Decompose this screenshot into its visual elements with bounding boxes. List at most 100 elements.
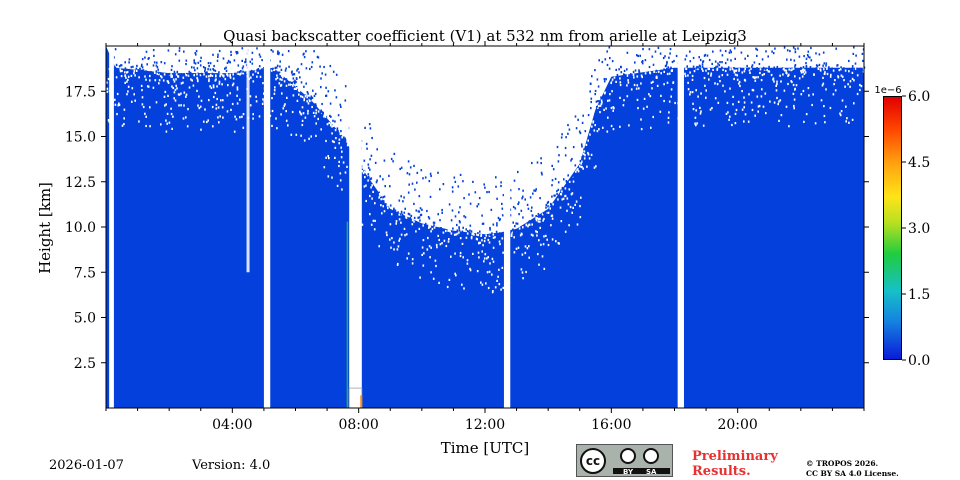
speckle-dot (393, 241, 395, 244)
speckle-dot (313, 50, 315, 53)
speckle-dot (589, 90, 591, 93)
speckle-dot (537, 212, 540, 216)
speckle-dot (513, 251, 516, 254)
speckle-dot (722, 68, 724, 71)
speckle-dot (543, 235, 545, 238)
speckle-dot (125, 76, 127, 79)
speckle-dot (582, 167, 584, 170)
speckle-dot (242, 113, 245, 116)
speckle-dot (492, 233, 495, 236)
speckle-dot (335, 73, 338, 76)
speckle-dot (724, 90, 726, 93)
speckle-dot (733, 69, 735, 72)
speckle-dot (794, 48, 797, 51)
speckle-dot (625, 74, 627, 77)
speckle-dot (438, 281, 440, 284)
speckle-dot (232, 77, 235, 80)
speckle-dot (740, 51, 743, 54)
speckle-dot (367, 173, 370, 176)
speckle-dot (456, 229, 459, 232)
speckle-dot (528, 256, 530, 259)
speckle-dot (542, 212, 545, 215)
speckle-dot (738, 69, 740, 72)
speckle-dot (338, 142, 340, 145)
speckle-dot (367, 166, 370, 169)
speckle-dot (477, 251, 480, 254)
speckle-dot (795, 84, 798, 87)
speckle-dot (536, 217, 539, 220)
speckle-dot (640, 74, 643, 77)
speckle-dot (559, 193, 562, 196)
speckle-dot (650, 81, 653, 84)
speckle-dot (735, 108, 738, 112)
speckle-dot (141, 58, 144, 61)
speckle-dot (729, 49, 732, 52)
speckle-dot (609, 57, 611, 60)
speckle-dot (696, 65, 698, 69)
speckle-dot (707, 72, 710, 75)
speckle-dot (155, 64, 158, 67)
speckle-dot (196, 89, 198, 92)
speckle-dot (656, 76, 658, 79)
speckle-dot (805, 62, 807, 65)
speckle-dot (212, 125, 214, 128)
speckle-dot (249, 104, 252, 107)
speckle-dot (610, 124, 613, 128)
speckle-dot (132, 65, 134, 68)
speckle-dot (498, 219, 501, 222)
speckle-dot (489, 262, 491, 265)
speckle-dot (299, 76, 301, 79)
speckle-dot (762, 66, 765, 69)
speckle-dot (204, 71, 207, 74)
speckle-dot (240, 72, 242, 75)
speckle-dot (296, 69, 298, 72)
speckle-dot (422, 239, 425, 242)
speckle-dot (259, 55, 262, 58)
speckle-dot (539, 220, 541, 223)
speckle-dot (114, 98, 116, 101)
speckle-dot (397, 211, 399, 214)
speckle-dot (641, 62, 644, 65)
speckle-dot (198, 95, 200, 98)
speckle-dot (369, 213, 371, 216)
speckle-dot (583, 150, 586, 153)
speckle-dot (134, 99, 136, 102)
speckle-dot (387, 206, 389, 210)
speckle-dot (118, 102, 120, 105)
speckle-dot (121, 69, 123, 73)
speckle-dot (750, 67, 752, 70)
speckle-dot (744, 113, 747, 116)
speckle-dot (808, 67, 811, 70)
speckle-dot (180, 92, 182, 95)
speckle-dot (838, 69, 841, 72)
speckle-dot (295, 87, 298, 90)
speckle-dot (564, 187, 567, 190)
speckle-dot (157, 68, 159, 71)
speckle-dot (496, 222, 498, 225)
speckle-dot (630, 73, 632, 76)
ground-gap-box (348, 387, 363, 409)
speckle-dot (851, 77, 854, 80)
speckle-dot (743, 70, 746, 73)
speckle-dot (336, 184, 339, 187)
speckle-dot (496, 197, 498, 200)
speckle-dot (119, 70, 122, 73)
speckle-dot (409, 217, 412, 220)
speckle-dot (298, 71, 300, 74)
speckle-dot (149, 79, 151, 82)
speckle-dot (666, 60, 668, 64)
speckle-dot (418, 227, 421, 230)
speckle-dot (300, 81, 303, 84)
speckle-dot (333, 140, 335, 144)
speckle-dot (325, 86, 327, 89)
speckle-dot (336, 127, 339, 130)
speckle-dot (139, 68, 141, 71)
speckle-dot (734, 112, 737, 115)
speckle-dot (297, 89, 300, 92)
speckle-dot (313, 115, 316, 118)
speckle-dot (524, 198, 526, 201)
speckle-dot (458, 229, 461, 232)
speckle-dot (531, 223, 533, 226)
speckle-dot (623, 73, 626, 77)
speckle-dot (458, 226, 460, 229)
